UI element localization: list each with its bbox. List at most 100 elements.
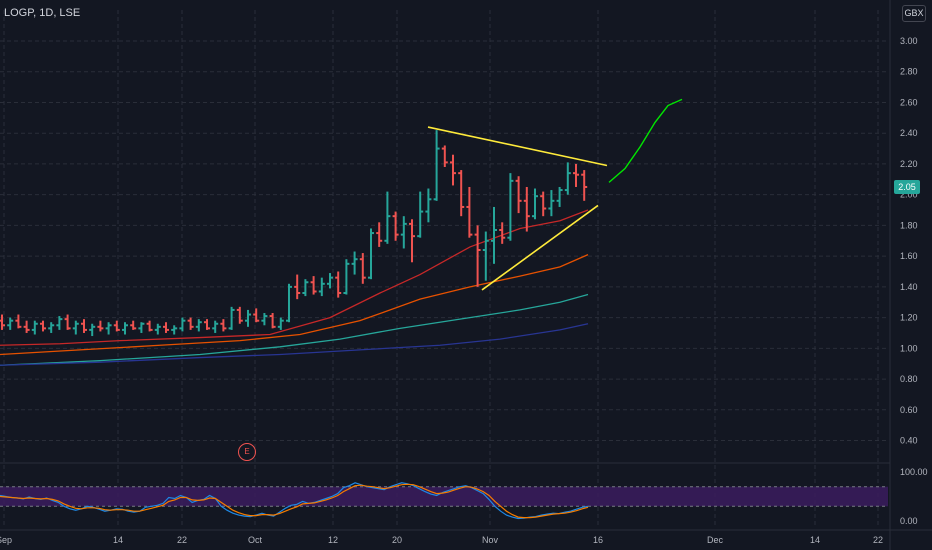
ohlc-bar <box>130 320 137 330</box>
ohlc-bar <box>163 322 169 333</box>
y-tick-label: 2.20 <box>900 159 918 169</box>
ohlc-bar <box>31 320 38 335</box>
y-tick-label: 2.80 <box>900 67 918 77</box>
currency-badge[interactable]: GBX <box>902 5 926 22</box>
y-tick-label: 1.00 <box>900 343 918 353</box>
y-tick-label: 1.20 <box>900 313 918 323</box>
rsi-line <box>0 483 589 519</box>
ohlc-bar <box>482 231 489 281</box>
ohlc-bar <box>294 274 301 300</box>
y-tick-label: 2.40 <box>900 128 918 138</box>
ohlc-bar <box>359 253 366 284</box>
ohlc-bar <box>228 306 235 330</box>
ohlc-bar <box>523 186 530 232</box>
ohlc-bar <box>441 145 448 168</box>
ohlc-bar <box>48 322 55 333</box>
ohlc-bar <box>154 323 161 335</box>
ohlc-bar <box>540 191 547 217</box>
ohlc-bar <box>466 186 473 238</box>
x-tick-label: Nov <box>482 535 499 545</box>
ohlc-bar <box>277 317 284 330</box>
x-tick-label: 20 <box>392 535 402 545</box>
ohlc-bar <box>23 320 30 333</box>
x-tick-label: 14 <box>113 535 123 545</box>
rsi-band <box>0 486 888 507</box>
projection-line <box>608 98 683 183</box>
ohlc-bar <box>286 283 292 323</box>
ohlc-bar <box>491 206 497 264</box>
ohlc-bar <box>72 320 79 335</box>
ohlc-bar <box>548 190 555 217</box>
ohlc-bar <box>56 316 63 330</box>
ohlc-bar <box>89 323 96 337</box>
ohlc-bar <box>556 186 563 207</box>
x-tick-label: 14 <box>810 535 820 545</box>
ohlc-bar <box>474 225 481 287</box>
ohlc-bar <box>105 322 112 335</box>
ohlc-bar <box>212 320 219 333</box>
ohlc-bar <box>392 211 399 241</box>
y-tick-label: 2.60 <box>900 97 918 107</box>
rsi-tick-label: 100.00 <box>900 467 928 477</box>
x-tick-label: Oct <box>248 535 263 545</box>
trendline <box>427 126 608 167</box>
ohlc-bar <box>581 170 588 201</box>
ohlc-bar <box>318 277 325 297</box>
ohlc-bar <box>253 308 260 323</box>
ohlc-bar <box>138 322 145 333</box>
ohlc-bar <box>458 170 465 217</box>
ohlc-bar <box>499 222 506 244</box>
y-tick-label: 1.40 <box>900 282 918 292</box>
ohlc-bar <box>564 162 571 195</box>
earnings-marker[interactable]: E <box>238 443 256 461</box>
ohlc-bar <box>351 251 358 275</box>
ohlc-bar <box>507 173 514 241</box>
ohlc-bar <box>269 312 276 329</box>
ohlc-bar <box>81 319 87 333</box>
ohlc-bar <box>245 309 251 327</box>
trendline <box>481 204 599 291</box>
ohlc-bar <box>417 191 424 238</box>
ohlc-bar <box>261 312 268 326</box>
ohlc-bar <box>187 317 194 330</box>
x-tick-label: 16 <box>593 535 603 545</box>
ohlc-bar <box>327 273 333 289</box>
ohlc-bar <box>335 271 342 298</box>
y-tick-label: 1.60 <box>900 251 918 261</box>
ohlc-bar <box>409 219 415 263</box>
y-tick-label: 2.00 <box>900 190 918 200</box>
ohlc-bar <box>7 317 14 330</box>
chart-title: LOGP, 1D, LSE <box>4 7 81 19</box>
ohlc-bar <box>15 314 22 329</box>
x-tick-label: Sep <box>0 535 12 545</box>
ohlc-bar <box>97 320 104 332</box>
moving-average-line <box>0 254 589 356</box>
x-tick-label: 22 <box>177 535 187 545</box>
x-tick-label: Dec <box>707 535 724 545</box>
x-tick-label: 22 <box>873 535 883 545</box>
ohlc-bar <box>179 317 186 332</box>
ohlc-bar <box>113 320 120 332</box>
ohlc-bar <box>376 222 383 247</box>
ohlc-bar <box>40 320 46 332</box>
y-tick-label: 3.00 <box>900 36 918 46</box>
ohlc-bar <box>122 322 128 335</box>
ohlc-bar <box>400 216 407 249</box>
ohlc-bar <box>433 130 440 201</box>
ohlc-bar <box>450 154 456 186</box>
y-tick-label: 1.80 <box>900 220 918 230</box>
ohlc-bar <box>310 276 317 295</box>
moving-average-line <box>0 323 589 366</box>
y-tick-label: 0.40 <box>900 436 918 446</box>
ohlc-bar <box>368 228 374 280</box>
ohlc-bar <box>515 176 522 214</box>
ohlc-bar <box>573 163 579 187</box>
rsi-line <box>0 482 589 520</box>
ohlc-bar <box>343 259 350 295</box>
ohlc-bar <box>302 279 309 297</box>
moving-average-line <box>0 293 589 366</box>
ohlc-bar <box>64 314 71 330</box>
rsi-tick-label: 0.00 <box>900 516 918 526</box>
